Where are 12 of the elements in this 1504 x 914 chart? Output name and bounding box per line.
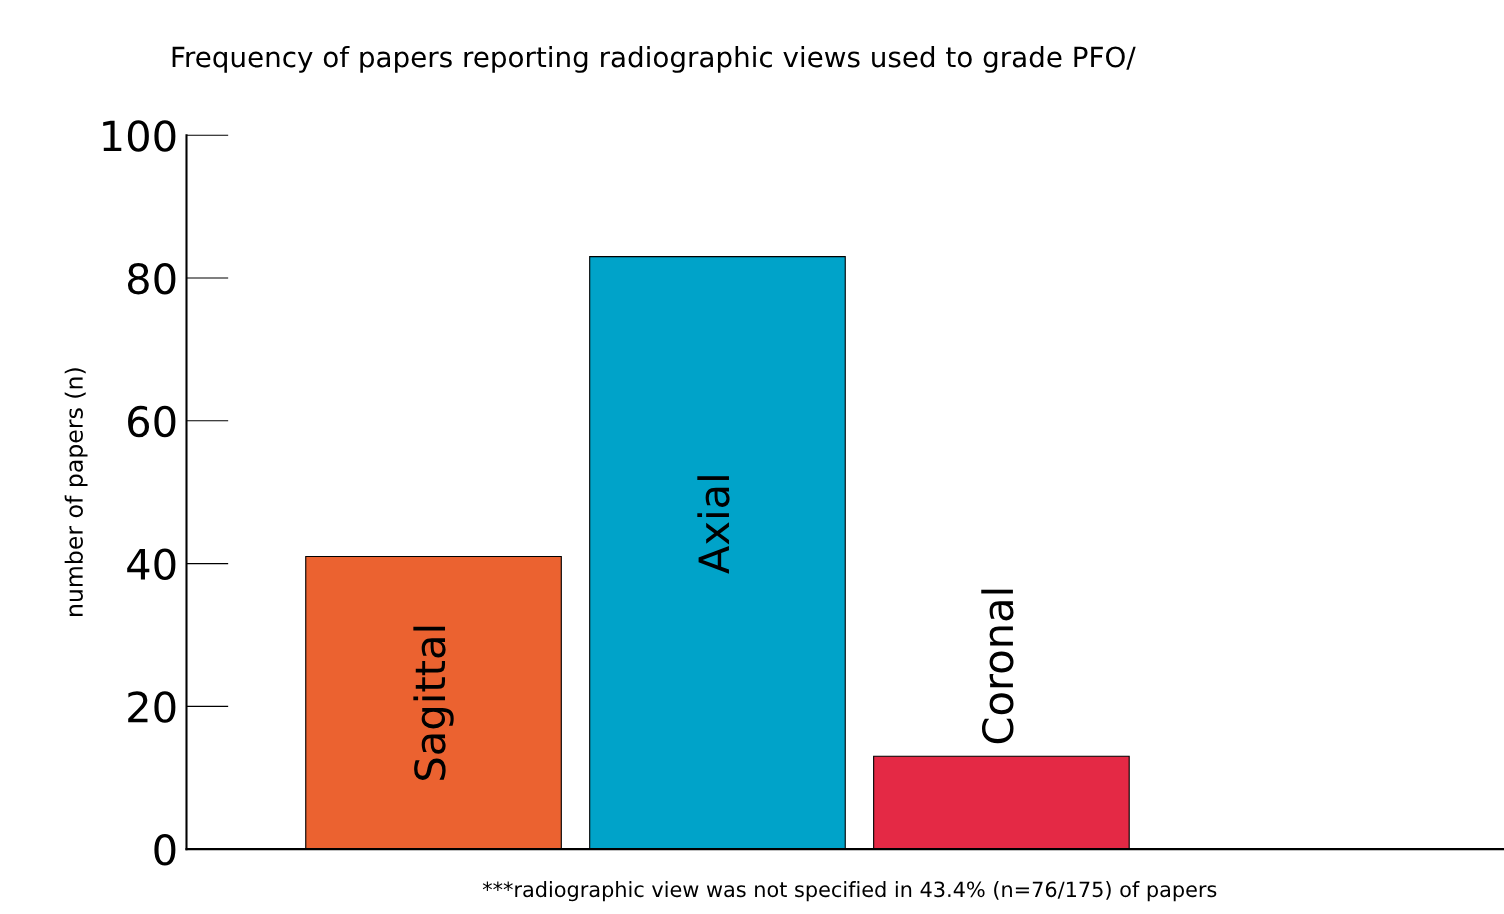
x-tick-label: Sagittal [413,626,454,780]
y-tick-label: 100 [103,120,176,152]
y-tick-label: 80 [127,262,176,295]
y-tick-label: 60 [128,405,176,438]
text: ***radiographic view was not specified in 43.4% (n=76/175) of papers [482,881,1217,902]
x-tick-label: Axial [697,476,730,574]
y-tick-label: 40 [127,548,176,580]
x-tick-label: Coronal [981,589,1014,744]
chart-title: Frequency of papers reporting radiographic views used to grade PFO/ [172,45,1136,73]
y-axis-title: number of papers (n) [64,368,88,616]
y-tick-label: 0 [154,834,176,866]
y-tick-label: 20 [128,691,176,723]
